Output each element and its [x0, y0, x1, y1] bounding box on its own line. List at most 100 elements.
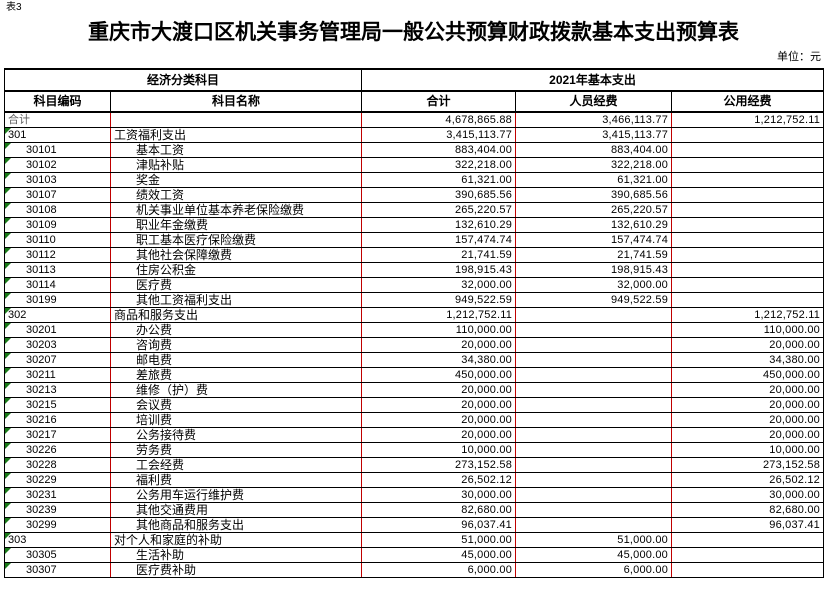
table-row: 30110 职工基本医疗保险缴费 157,474.74 157,474.74 [4, 232, 825, 248]
cell-subject-code: 30216 [4, 412, 111, 428]
cell-subject-name: 职工基本医疗保险缴费 [109, 232, 363, 248]
cell-total: 4,678,865.88 [361, 111, 517, 128]
subject-name-text: 机关事业单位基本养老保险缴费 [136, 203, 305, 217]
table-row: 30101 基本工资 883,404.00 883,404.00 [4, 142, 825, 158]
table-row: 合计 4,678,865.88 3,466,113.77 1,212,752.11 [4, 111, 825, 128]
table-row: 30103 奖金 61,321.00 61,321.00 [4, 172, 825, 188]
cell-personnel-expense [515, 502, 673, 518]
sheet-label: 表3 [6, 2, 22, 13]
cell-subject-name: 差旅费 [109, 367, 363, 383]
cell-personnel-expense [515, 412, 673, 428]
cell-public-expense: 26,502.12 [671, 472, 825, 488]
subject-code-text: 30211 [26, 369, 56, 381]
cell-personnel-expense: 390,685.56 [515, 187, 673, 203]
cell-total: 20,000.00 [361, 337, 517, 353]
cell-total: 20,000.00 [361, 427, 517, 443]
cell-public-expense [671, 232, 825, 248]
table-row: 30229 福利费 26,502.12 26,502.12 [4, 472, 825, 488]
table-row: 30231 公务用车运行维护费 30,000.00 30,000.00 [4, 487, 825, 503]
cell-personnel-expense: 6,000.00 [515, 562, 673, 578]
cell-personnel-expense [515, 517, 673, 533]
subject-code-text: 302 [8, 309, 27, 321]
table-row: 303 对个人和家庭的补助 51,000.00 51,000.00 [4, 532, 825, 548]
cell-subject-name: 医疗费补助 [109, 562, 363, 578]
cell-personnel-expense [515, 442, 673, 458]
cell-subject-code: 30203 [4, 337, 111, 353]
table-row: 30207 邮电费 34,380.00 34,380.00 [4, 352, 825, 368]
column-header-code: 科目编码 [4, 90, 111, 113]
cell-subject-name: 办公费 [109, 322, 363, 338]
subject-code-text: 30199 [26, 294, 57, 306]
subject-name-text: 基本工资 [136, 143, 185, 157]
cell-subject-name: 培训费 [109, 412, 363, 428]
cell-subject-code: 30239 [4, 502, 111, 518]
cell-personnel-expense: 132,610.29 [515, 217, 673, 233]
cell-subject-name: 其他工资福利支出 [109, 292, 363, 308]
cell-personnel-expense [515, 307, 673, 323]
subject-code-text: 30107 [26, 189, 57, 201]
cell-total: 1,212,752.11 [361, 307, 517, 323]
cell-subject-code: 30112 [4, 247, 111, 263]
table-row: 30112 其他社会保障缴费 21,741.59 21,741.59 [4, 247, 825, 263]
cell-subject-name: 基本工资 [109, 142, 363, 158]
cell-subject-name: 住房公积金 [109, 262, 363, 278]
table-row: 30213 维修（护）费 20,000.00 20,000.00 [4, 382, 825, 398]
cell-public-expense: 20,000.00 [671, 412, 825, 428]
cell-subject-name: 津贴补贴 [109, 157, 363, 173]
cell-total: 51,000.00 [361, 532, 517, 548]
subject-name-text: 会议费 [136, 398, 173, 412]
cell-personnel-expense: 45,000.00 [515, 547, 673, 563]
cell-total: 30,000.00 [361, 487, 517, 503]
cell-total: 198,915.43 [361, 262, 517, 278]
subject-name-text: 职业年金缴费 [136, 218, 209, 232]
subject-code-text: 30109 [26, 219, 57, 231]
subject-name-text: 差旅费 [136, 368, 173, 382]
cell-public-expense [671, 277, 825, 293]
subject-name-text: 对个人和家庭的补助 [114, 533, 223, 547]
cell-total: 20,000.00 [361, 412, 517, 428]
subject-name-text: 工资福利支出 [114, 128, 187, 142]
table-row: 301 工资福利支出 3,415,113.77 3,415,113.77 [4, 127, 825, 143]
subject-code-text: 30231 [26, 489, 57, 501]
cell-subject-name: 职业年金缴费 [109, 217, 363, 233]
cell-subject-code: 302 [4, 307, 111, 323]
cell-public-expense [671, 217, 825, 233]
cell-public-expense [671, 202, 825, 218]
cell-public-expense [671, 172, 825, 188]
subject-code-text: 30114 [26, 279, 56, 291]
cell-personnel-expense [515, 352, 673, 368]
cell-subject-name: 公务用车运行维护费 [109, 487, 363, 503]
cell-subject-name: 福利费 [109, 472, 363, 488]
cell-public-expense: 34,380.00 [671, 352, 825, 368]
cell-personnel-expense [515, 427, 673, 443]
subject-code-text: 30213 [26, 384, 57, 396]
table-row: 30211 差旅费 450,000.00 450,000.00 [4, 367, 825, 383]
subject-name-text: 劳务费 [136, 443, 173, 457]
cell-subject-code: 30231 [4, 487, 111, 503]
cell-subject-code: 30103 [4, 172, 111, 188]
cell-subject-code: 30110 [4, 232, 111, 248]
cell-subject-name: 其他商品和服务支出 [109, 517, 363, 533]
table-row: 30215 会议费 20,000.00 20,000.00 [4, 397, 825, 413]
cell-subject-code: 30101 [4, 142, 111, 158]
cell-public-expense: 110,000.00 [671, 322, 825, 338]
cell-total: 390,685.56 [361, 187, 517, 203]
subject-name-text: 商品和服务支出 [114, 308, 199, 322]
table-row: 30305 生活补助 45,000.00 45,000.00 [4, 547, 825, 563]
table-row: 30299 其他商品和服务支出 96,037.41 96,037.41 [4, 517, 825, 533]
cell-subject-name: 维修（护）费 [109, 382, 363, 398]
cell-subject-name: 公务接待费 [109, 427, 363, 443]
subject-code-text: 30103 [26, 174, 57, 186]
header-group-basic-expenditure: 2021年基本支出 [361, 68, 825, 92]
subject-name-text: 公务用车运行维护费 [136, 488, 245, 502]
cell-total: 32,000.00 [361, 277, 517, 293]
budget-table: 经济分类科目 2021年基本支出 科目编码 科目名称 合计 人员经费 公用经费 … [3, 68, 825, 578]
cell-total: 6,000.00 [361, 562, 517, 578]
cell-personnel-expense: 32,000.00 [515, 277, 673, 293]
subject-name-text: 培训费 [136, 413, 173, 427]
cell-total: 34,380.00 [361, 352, 517, 368]
cell-total: 26,502.12 [361, 472, 517, 488]
table-row: 30307 医疗费补助 6,000.00 6,000.00 [4, 562, 825, 578]
subject-code-text: 303 [8, 534, 27, 546]
cell-personnel-expense: 198,915.43 [515, 262, 673, 278]
